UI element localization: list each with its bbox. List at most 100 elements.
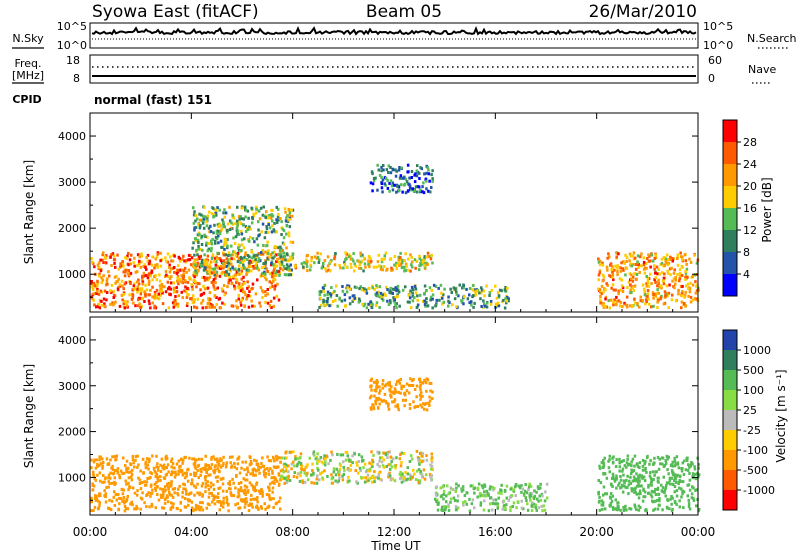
heat-cell <box>442 489 446 493</box>
heat-cell <box>597 278 600 282</box>
heat-cell <box>350 265 353 269</box>
heat-cell <box>265 225 268 228</box>
heat-cell <box>159 264 163 268</box>
heat-cell <box>195 248 198 252</box>
heat-cell <box>91 488 95 492</box>
heat-cell <box>496 301 500 305</box>
heat-cell <box>500 489 503 492</box>
heat-cell <box>689 464 692 468</box>
heat-cell <box>124 256 127 260</box>
heat-cell <box>187 492 191 496</box>
heat-cell <box>644 298 648 302</box>
velocity-colorbar-label: Velocity [m s⁻¹] <box>774 369 788 462</box>
heat-cell <box>442 300 445 304</box>
heat-cell <box>137 278 140 282</box>
heat-cell <box>363 302 367 306</box>
heat-cell <box>267 459 271 462</box>
heat-cell <box>252 473 255 477</box>
heat-cell <box>103 489 106 493</box>
heat-cell <box>150 504 154 508</box>
heat-cell <box>253 304 256 308</box>
heat-cell <box>261 490 264 494</box>
heat-cell <box>489 302 493 306</box>
heat-cell <box>209 473 212 477</box>
heat-cell <box>320 460 324 464</box>
heat-cell <box>429 298 432 302</box>
heat-cell <box>147 283 151 286</box>
heat-cell <box>252 487 255 491</box>
heat-cell <box>215 495 218 499</box>
heat-cell <box>322 461 325 465</box>
heat-cell <box>227 263 230 267</box>
heat-cell <box>173 491 176 495</box>
heat-cell <box>240 206 243 210</box>
heat-cell <box>410 260 414 264</box>
heat-cell <box>663 295 667 299</box>
heat-cell <box>137 262 141 266</box>
heat-cell <box>282 264 286 268</box>
heat-cell <box>190 283 193 287</box>
heat-cell <box>342 460 345 464</box>
heat-cell <box>239 215 242 219</box>
heat-cell <box>416 294 419 298</box>
heat-cell <box>176 276 179 280</box>
heat-cell <box>282 236 286 240</box>
heat-cell <box>662 302 666 306</box>
heat-cell <box>349 257 353 261</box>
heat-cell <box>394 389 397 393</box>
heat-cell <box>237 506 240 510</box>
heat-cell <box>362 256 366 260</box>
heat-cell <box>129 262 132 266</box>
heat-cell <box>635 492 638 496</box>
heat-cell <box>343 260 346 264</box>
heat-cell <box>266 240 269 244</box>
heat-region <box>597 454 701 513</box>
heat-cell <box>626 474 629 478</box>
heat-cell <box>137 288 140 292</box>
heat-cell <box>339 453 342 457</box>
heat-cell <box>326 302 329 306</box>
heat-cell <box>95 286 99 290</box>
heat-cell <box>299 471 303 474</box>
heat-cell <box>438 298 441 302</box>
heat-cell <box>393 387 397 391</box>
heat-cell <box>608 306 612 310</box>
heat-cell <box>271 469 274 473</box>
heat-cell <box>216 206 219 210</box>
heat-cell <box>222 284 226 287</box>
heat-cell <box>531 501 534 505</box>
heat-cell <box>258 471 261 475</box>
heat-cell <box>613 268 616 272</box>
heat-cell <box>321 476 324 480</box>
heat-cell <box>238 282 241 286</box>
heat-cell <box>462 501 465 505</box>
heat-cell <box>631 457 635 461</box>
heat-cell <box>186 479 190 483</box>
heat-cell <box>496 504 499 508</box>
heat-cell <box>610 477 614 480</box>
heat-cell <box>692 497 695 500</box>
heat-cell <box>357 453 361 457</box>
heat-cell <box>643 495 647 499</box>
heat-cell <box>378 471 381 475</box>
heat-cell <box>206 302 210 305</box>
heat-cell <box>310 481 313 485</box>
heat-cell <box>414 185 418 189</box>
heat-cell <box>207 487 211 491</box>
heat-cell <box>139 265 142 269</box>
heat-cell <box>422 402 425 406</box>
heat-cell <box>389 477 393 481</box>
x-tick-label: 16:00 <box>478 525 513 539</box>
heat-cell <box>384 399 387 403</box>
heat-cell <box>611 472 615 476</box>
heat-cell <box>148 457 151 461</box>
heat-cell <box>638 461 642 465</box>
heat-cell <box>669 255 672 259</box>
heat-cell <box>92 509 95 512</box>
heat-cell <box>156 265 159 269</box>
heat-cell <box>398 188 401 192</box>
heat-cell <box>478 291 481 295</box>
heat-cell <box>265 493 269 496</box>
heat-cell <box>424 473 428 477</box>
heat-cell <box>208 297 212 301</box>
